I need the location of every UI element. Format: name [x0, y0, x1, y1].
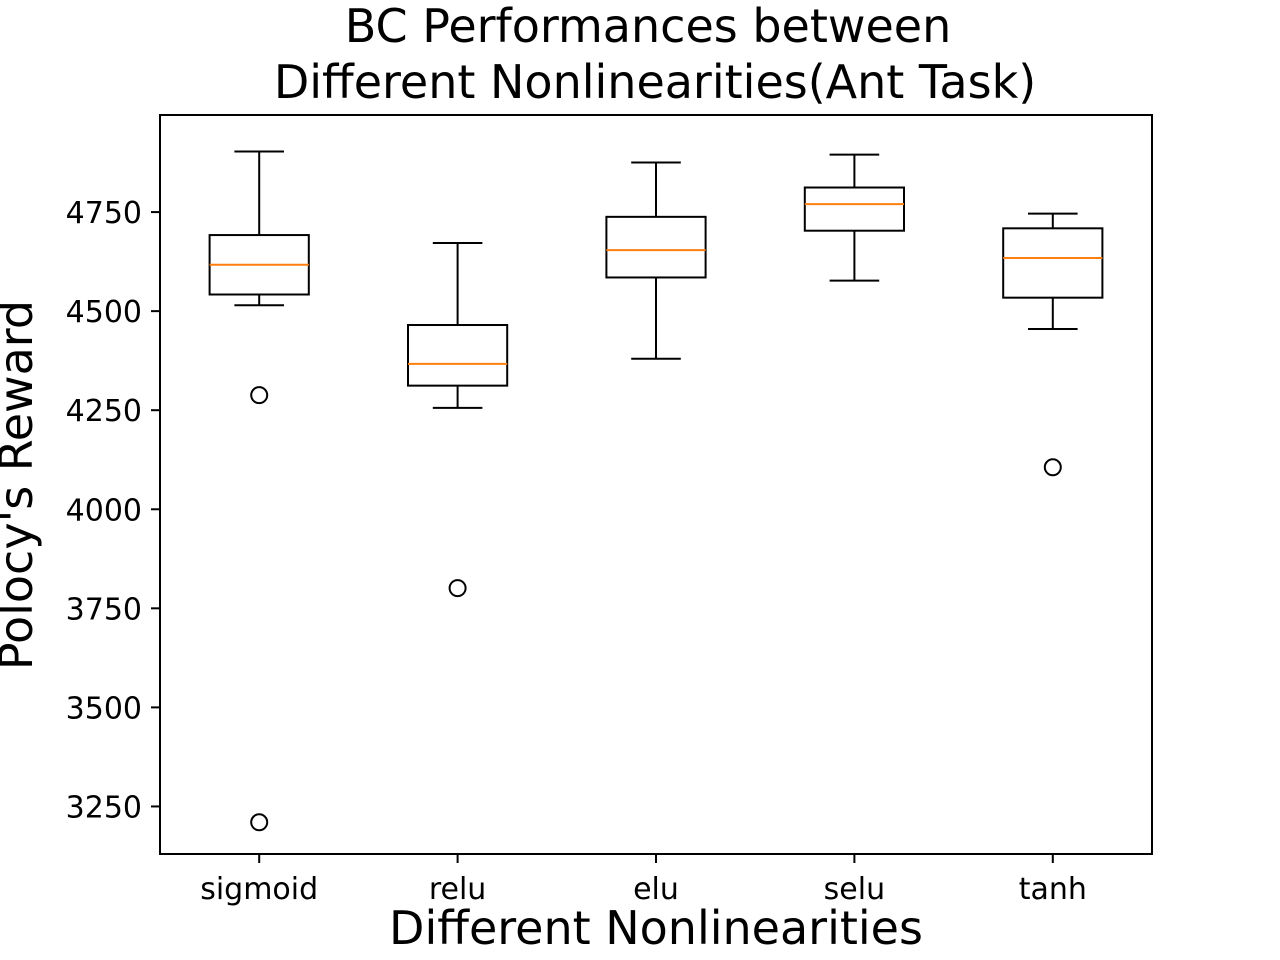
y-tick-label: 3500 [66, 691, 142, 726]
y-tick-label: 3250 [66, 790, 142, 825]
plot-frame [159, 114, 1153, 855]
x-tick-label-sigmoid: sigmoid [200, 872, 318, 907]
x-tick-label-elu: elu [633, 872, 679, 907]
y-tick-label: 3750 [66, 592, 142, 627]
outlier-point-relu [448, 579, 467, 598]
y-tick-label: 4750 [66, 196, 142, 231]
x-tick-label-selu: selu [824, 872, 885, 907]
y-tick-label: 4250 [66, 394, 142, 429]
chart-title: BC Performances between Different Nonlin… [274, 0, 1036, 109]
outlier-point-sigmoid [250, 386, 269, 405]
box-tanh [1002, 227, 1104, 299]
x-tick-label-tanh: tanh [1019, 872, 1087, 907]
y-axis-label: Polocy's Reward [0, 300, 43, 670]
box-elu [605, 215, 707, 279]
outlier-point-tanh [1043, 458, 1062, 477]
box-relu [407, 324, 509, 387]
y-tick-label: 4000 [66, 493, 142, 528]
title-line-2: Different Nonlinearities(Ant Task) [274, 55, 1036, 109]
plot-area: 3250 3500 3750 4000 4250 4500 4750 sigmoid relu e… [66, 150, 1104, 907]
x-axis-label: Different Nonlinearities [389, 901, 923, 955]
box-selu [803, 186, 905, 232]
outlier-point-sigmoid [250, 813, 269, 832]
y-tick-label: 4500 [66, 295, 142, 330]
title-line-1: BC Performances between [345, 0, 952, 53]
x-tick-label-relu: relu [429, 872, 486, 907]
